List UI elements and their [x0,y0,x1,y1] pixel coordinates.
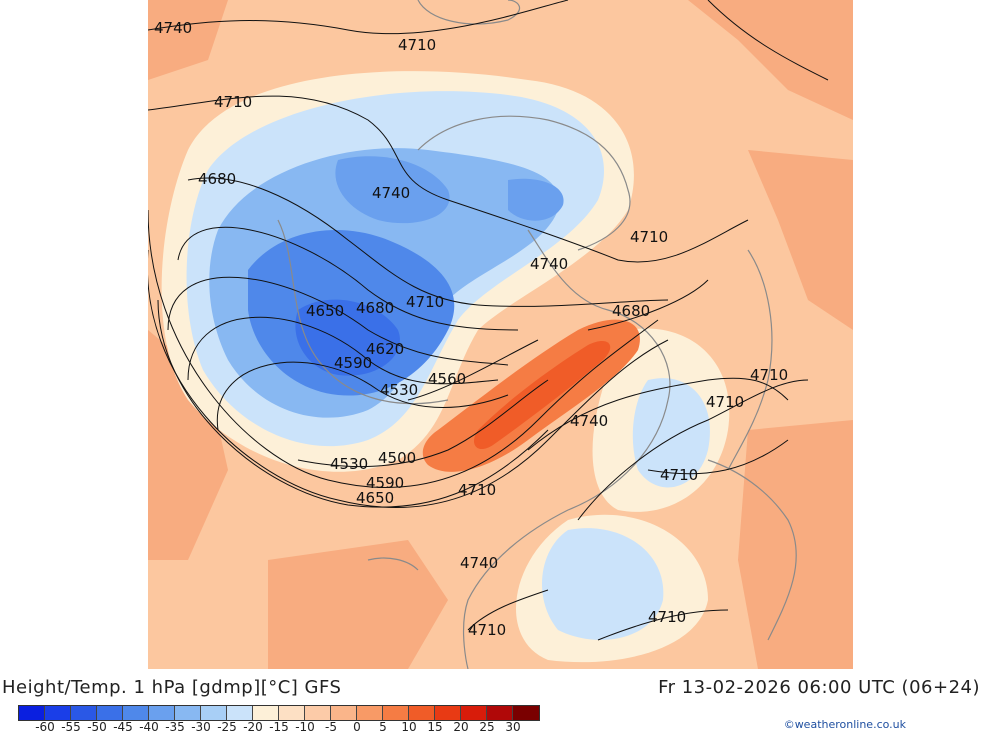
contour-label: 4530 [330,455,368,473]
contour-label: 4710 [648,608,686,626]
color-scale-cell [305,706,331,720]
color-scale-cell [279,706,305,720]
contour-label: 4740 [530,255,568,273]
color-scale-cell [123,706,149,720]
contour-label: 4620 [366,340,404,358]
color-scale-cell [357,706,383,720]
weather-map: 4740 4710 4710 4680 4740 4710 4740 4680 … [148,0,853,669]
cold-core [295,299,400,376]
color-scale-tick: -40 [139,720,159,734]
contour-label: 4740 [570,412,608,430]
contour-label: 4680 [356,299,394,317]
map-title: Height/Temp. 1 hPa [gdmp][°C] GFS [2,677,342,698]
color-scale-tick: 30 [505,720,521,734]
color-scale-cell [201,706,227,720]
contour-label: 4740 [460,554,498,572]
contour-label: 4740 [154,19,192,37]
color-scale-tick: -45 [113,720,133,734]
contour-labels: 4740 4710 4710 4680 4740 4710 4740 4680 … [154,19,788,639]
color-scale-tick: -5 [325,720,337,734]
contour-label: 4650 [356,489,394,507]
credit-text: ©weatheronline.co.uk [783,718,906,731]
color-scale-tick: 0 [353,720,361,734]
contour-label: 4530 [380,381,418,399]
cold-lobe-north [335,156,450,224]
contour-label: 4710 [706,393,744,411]
color-scale-bar [18,705,540,721]
color-scale-cell [461,706,487,720]
color-scale-cell [227,706,253,720]
contour-label: 4710 [468,621,506,639]
contour-label: 4560 [428,370,466,388]
contour-label: 4710 [458,481,496,499]
color-scale-cell [487,706,513,720]
color-scale-tick: -10 [295,720,315,734]
contour-label: 4710 [406,293,444,311]
color-scale-tick: 5 [379,720,387,734]
color-scale-cell [19,706,45,720]
color-scale-cell [253,706,279,720]
valid-time: Fr 13-02-2026 06:00 UTC (06+24) [658,677,980,698]
color-scale-cell [149,706,175,720]
color-scale-tick: 25 [479,720,495,734]
contour-label: 4710 [630,228,668,246]
contour-label: 4590 [366,474,404,492]
coastlines [277,0,797,669]
color-scale-cell [45,706,71,720]
map-canvas: 4740 4710 4710 4680 4740 4710 4740 4680 … [148,0,853,669]
hot-core [473,340,611,450]
warm-field-dark [148,0,853,669]
color-scale-tick: 10 [401,720,417,734]
color-scale-tick: -50 [87,720,107,734]
color-scale-tick: -15 [269,720,289,734]
color-scale-cell [331,706,357,720]
color-scale-tick: 15 [427,720,443,734]
color-scale-cell [409,706,435,720]
contour-label: 4710 [660,466,698,484]
contour-label: 4680 [612,302,650,320]
color-scale-ticks: -60 -55 -50 -45 -40 -35 -30 -25 -20 -15 -10 -5 0 5 10 1… [18,720,578,734]
cold-lobe-east [508,178,564,221]
contour-label: 4590 [334,354,372,372]
color-scale-tick: -60 [35,720,55,734]
color-scale-tick: -20 [243,720,263,734]
color-scale-tick: -55 [61,720,81,734]
contour-label: 4680 [198,170,236,188]
color-scale-cell [175,706,201,720]
color-scale-cell [383,706,409,720]
cold-patch-east [632,378,710,488]
color-scale-cell [71,706,97,720]
contour-label: 4710 [750,366,788,384]
color-scale-cell [97,706,123,720]
contour-label: 4650 [306,302,344,320]
color-scale-cell [513,706,539,720]
contour-label: 4710 [398,36,436,54]
contour-label: 4500 [378,449,416,467]
color-scale-tick: -30 [191,720,211,734]
cold-patch-south [541,528,664,640]
color-scale-tick: -25 [217,720,237,734]
color-scale-tick: 20 [453,720,469,734]
height-contours [148,0,829,641]
contour-label: 4740 [372,184,410,202]
color-scale-tick: -35 [165,720,185,734]
color-scale-cell [435,706,461,720]
contour-label: 4710 [214,93,252,111]
